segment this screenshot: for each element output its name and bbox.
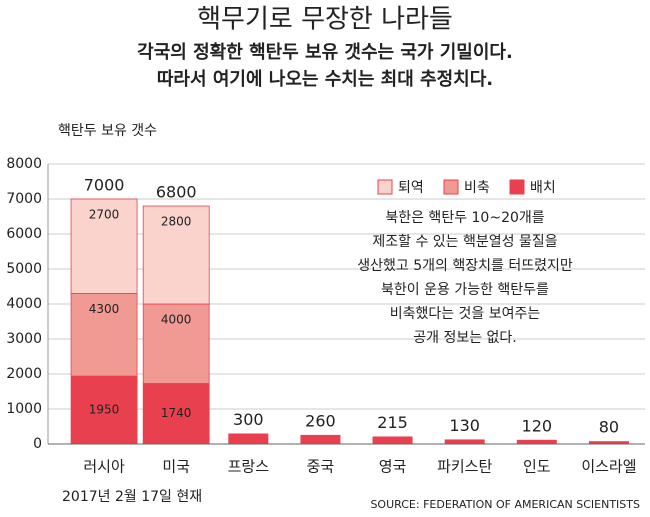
legend-swatch (377, 179, 393, 195)
y-tick-label: 8000 (6, 156, 42, 172)
total-label: 130 (449, 416, 480, 435)
value-label: 1950 (89, 402, 120, 416)
x-tick-label: 영국 (379, 458, 407, 476)
legend-box (368, 172, 564, 202)
value-label: 1740 (161, 406, 192, 420)
annotation: 생산했고 5개의 핵장치를 터뜨렸지만 (357, 258, 573, 274)
x-tick-label: 파키스탄 (437, 458, 492, 476)
chart-title: 핵무기로 무장한 나라들 (197, 5, 453, 35)
bar (444, 439, 485, 444)
bar-retired (70, 198, 138, 294)
annotation: 공개 정보는 없다. (413, 330, 517, 346)
y-tick-label: 7000 (6, 191, 42, 207)
legend-label: 비축 (464, 180, 490, 196)
total-label: 6800 (156, 183, 197, 202)
y-axis-label: 핵탄두 보유 갯수 (58, 123, 157, 139)
annotation: 제조할 수 있는 핵분열성 물질을 (372, 234, 557, 250)
x-tick-label: 이스라엘 (581, 458, 636, 476)
subtitle: 따라서 여기에 나오는 수치는 최대 추정치다. (157, 69, 493, 90)
bar (228, 433, 269, 444)
legend-label: 퇴역 (398, 180, 424, 196)
annotation: 북한은 핵탄두 10~20개를 (385, 210, 544, 226)
source: SOURCE: FEDERATION OF AMERICAN SCIENTIST… (370, 498, 640, 511)
x-tick-label: 중국 (307, 458, 335, 476)
total-label: 260 (305, 411, 336, 430)
y-tick-label: 3000 (6, 331, 42, 347)
value-label: 2800 (161, 215, 192, 229)
x-tick-label: 프랑스 (228, 458, 270, 476)
y-tick-label: 6000 (6, 226, 42, 242)
y-tick-label: 5000 (6, 261, 42, 277)
legend-label: 배치 (530, 180, 556, 196)
bar-deployed (71, 375, 138, 444)
bar (300, 434, 341, 444)
y-tick-label: 0 (33, 436, 42, 452)
bar (588, 441, 629, 444)
annotation: 비축했다는 것을 보여주는 (390, 306, 541, 322)
legend-swatch (443, 179, 459, 195)
bar-deployed (143, 383, 210, 444)
y-tick-label: 2000 (6, 366, 42, 382)
total-label: 7000 (84, 176, 125, 195)
y-tick-label: 4000 (6, 296, 42, 312)
total-label: 300 (233, 410, 264, 429)
x-tick-label: 미국 (162, 458, 190, 476)
value-label: 4000 (161, 313, 192, 327)
subtitle: 각국의 정확한 핵탄두 보유 갯수는 국가 기밀이다. (137, 42, 513, 63)
total-label: 80 (599, 418, 619, 437)
total-label: 120 (522, 416, 553, 435)
total-label: 215 (377, 413, 408, 432)
legend-swatch (509, 179, 525, 195)
x-tick-label: 인도 (523, 458, 551, 476)
annotation: 북한이 운용 가능한 핵탄두를 (381, 282, 549, 298)
x-tick-label: 러시아 (83, 458, 125, 476)
bar-retired (142, 205, 210, 305)
value-label: 2700 (89, 208, 120, 222)
note: 2017년 2월 17일 현재 (62, 489, 202, 505)
value-label: 4300 (89, 302, 120, 316)
bar (516, 439, 557, 444)
y-tick-label: 1000 (6, 401, 42, 417)
bar (372, 436, 413, 444)
